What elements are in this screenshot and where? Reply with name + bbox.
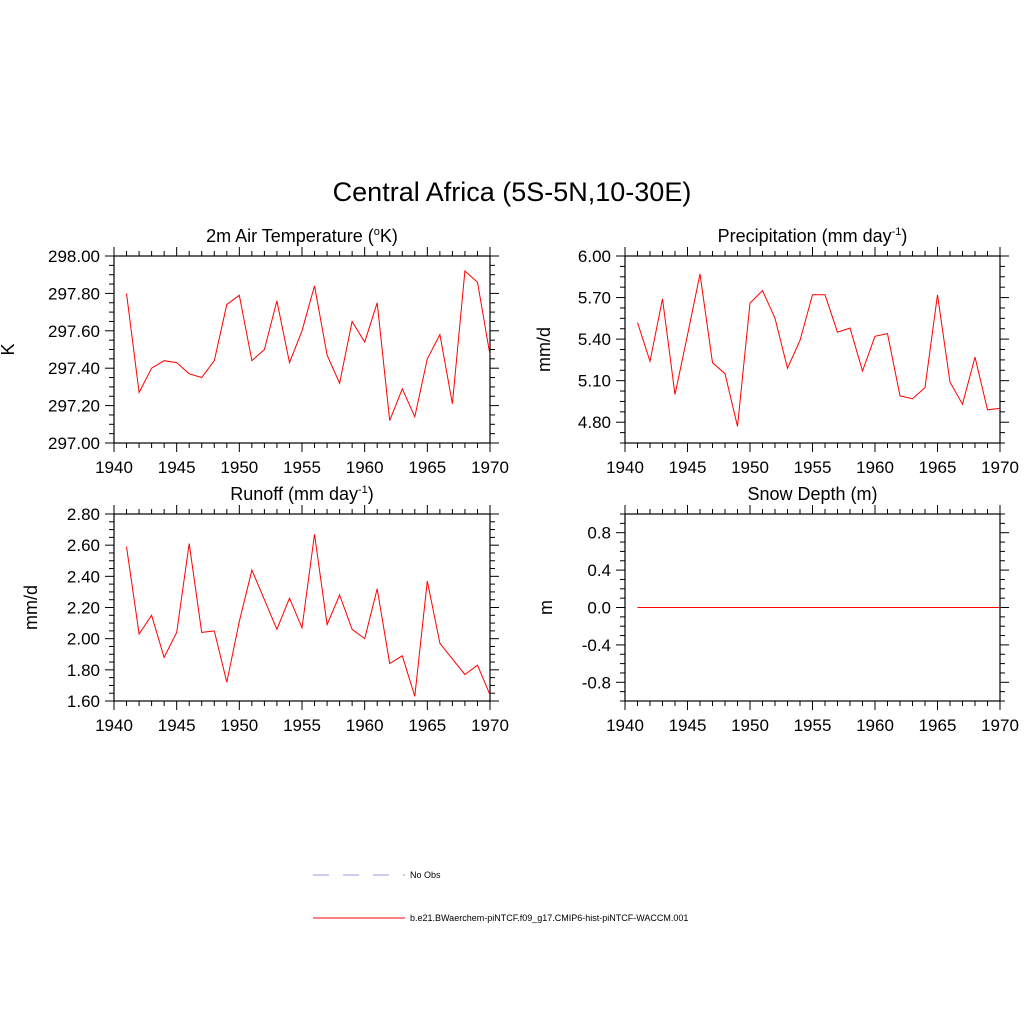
y-tick-label: 1.80 [67, 661, 100, 680]
y-axis-label: K [0, 343, 18, 355]
x-tick-label: 1950 [220, 716, 258, 735]
x-tick-label: 1965 [408, 458, 446, 477]
x-tick-label: 1940 [95, 458, 133, 477]
plot-frame [113, 255, 491, 444]
panel-title-text: Runoff (mm day [230, 484, 358, 504]
x-tick-label: 1950 [220, 458, 258, 477]
y-tick-label: 2.60 [67, 536, 100, 555]
panels: 1940 1945 1950 1955 1960 1965 1970 297.00 297.20… [0, 226, 1019, 735]
panel-3: 1940 1945 1950 1955 1960 1965 1970 1.60 1.80 2.00… [21, 484, 509, 735]
legend: No Obs b.e21.BWaerchem-piNTCF.f09_g17.CMI… [313, 870, 688, 923]
x-tick-label: 1940 [606, 716, 644, 735]
panel-title-text: 2m Air Temperature ( [206, 226, 374, 246]
panel-title-suffix: ) [368, 484, 374, 504]
y-axis-label: m [536, 600, 556, 615]
panel-title: Snow Depth (m) [747, 484, 877, 504]
plot-frame [113, 513, 491, 702]
y-tick-label: 2.20 [67, 599, 100, 618]
series-line-1 [126, 269, 491, 421]
y-tick-label: 4.80 [578, 413, 611, 432]
panel-title-superscript: o [374, 226, 380, 238]
x-tick-label: 1945 [669, 458, 707, 477]
x-tick-label: 1955 [283, 716, 321, 735]
x-tick-label: 1955 [794, 716, 832, 735]
y-tick-label: 0.0 [587, 599, 611, 618]
x-tick-label: 1965 [408, 716, 446, 735]
x-tick-label: 1940 [606, 458, 644, 477]
y-tick-label: 297.40 [48, 359, 100, 378]
series-line-1 [126, 534, 491, 697]
x-tick-label: 1960 [346, 716, 384, 735]
y-tick-label: 5.10 [578, 372, 611, 391]
y-tick-label: 0.4 [587, 561, 611, 580]
y-tick-label: 0.8 [587, 524, 611, 543]
x-tick-label: 1970 [471, 716, 509, 735]
x-tick-label: 1970 [981, 716, 1019, 735]
y-axis-label: mm/d [21, 585, 41, 630]
y-tick-label: 297.80 [48, 284, 100, 303]
x-tick-label: 1950 [731, 458, 769, 477]
x-tick-label: 1960 [856, 458, 894, 477]
x-tick-label: 1955 [283, 458, 321, 477]
panel-1: 1940 1945 1950 1955 1960 1965 1970 297.00 297.20… [0, 226, 509, 477]
y-tick-label: -0.4 [582, 636, 611, 655]
x-tick-label: 1950 [731, 716, 769, 735]
legend-label-1: No Obs [410, 870, 441, 880]
panel-title: Runoff (mm day-1) [230, 484, 374, 504]
panel-2: 1940 1945 1950 1955 1960 1965 1970 4.80 5.10 5.40… [534, 226, 1019, 477]
x-tick-label: 1940 [95, 716, 133, 735]
y-tick-label: 2.80 [67, 505, 100, 524]
panel-title-superscript: -1 [892, 226, 902, 238]
panel-title: Precipitation (mm day-1) [718, 226, 908, 246]
panel-title: 2m Air Temperature (oK) [206, 226, 398, 246]
y-axis-label: mm/d [534, 327, 554, 372]
y-tick-label: -0.8 [582, 673, 611, 692]
panel-4: 1940 1945 1950 1955 1960 1965 1970 -0.8 -0.4 0.0 0… [536, 484, 1019, 735]
y-tick-label: 2.00 [67, 630, 100, 649]
y-tick-label: 297.00 [48, 434, 100, 453]
x-tick-label: 1945 [669, 716, 707, 735]
x-tick-label: 1965 [919, 716, 957, 735]
panel-title-suffix: ) [901, 226, 907, 246]
series-line-1 [637, 273, 1001, 427]
y-tick-label: 6.00 [578, 247, 611, 266]
y-tick-label: 2.40 [67, 567, 100, 586]
x-tick-label: 1970 [471, 458, 509, 477]
y-tick-label: 5.40 [578, 330, 611, 349]
panel-title-text: Snow Depth (m) [747, 484, 877, 504]
y-tick-label: 297.20 [48, 397, 100, 416]
x-tick-label: 1960 [856, 716, 894, 735]
x-tick-label: 1955 [794, 458, 832, 477]
y-tick-label: 1.60 [67, 692, 100, 711]
x-tick-label: 1945 [158, 458, 196, 477]
x-tick-label: 1965 [919, 458, 957, 477]
panel-title-text: Precipitation (mm day [718, 226, 892, 246]
x-tick-label: 1960 [346, 458, 384, 477]
y-tick-label: 297.60 [48, 322, 100, 341]
legend-label-2: b.e21.BWaerchem-piNTCF.f09_g17.CMIP6-his… [410, 913, 688, 923]
x-tick-label: 1945 [158, 716, 196, 735]
x-tick-label: 1970 [981, 458, 1019, 477]
panel-title-suffix: K) [380, 226, 398, 246]
plot-frame [624, 255, 1001, 444]
y-tick-label: 5.70 [578, 289, 611, 308]
panel-title-superscript: -1 [358, 484, 368, 496]
figure-title: Central Africa (5S-5N,10-30E) [333, 177, 692, 207]
y-tick-label: 298.00 [48, 247, 100, 266]
